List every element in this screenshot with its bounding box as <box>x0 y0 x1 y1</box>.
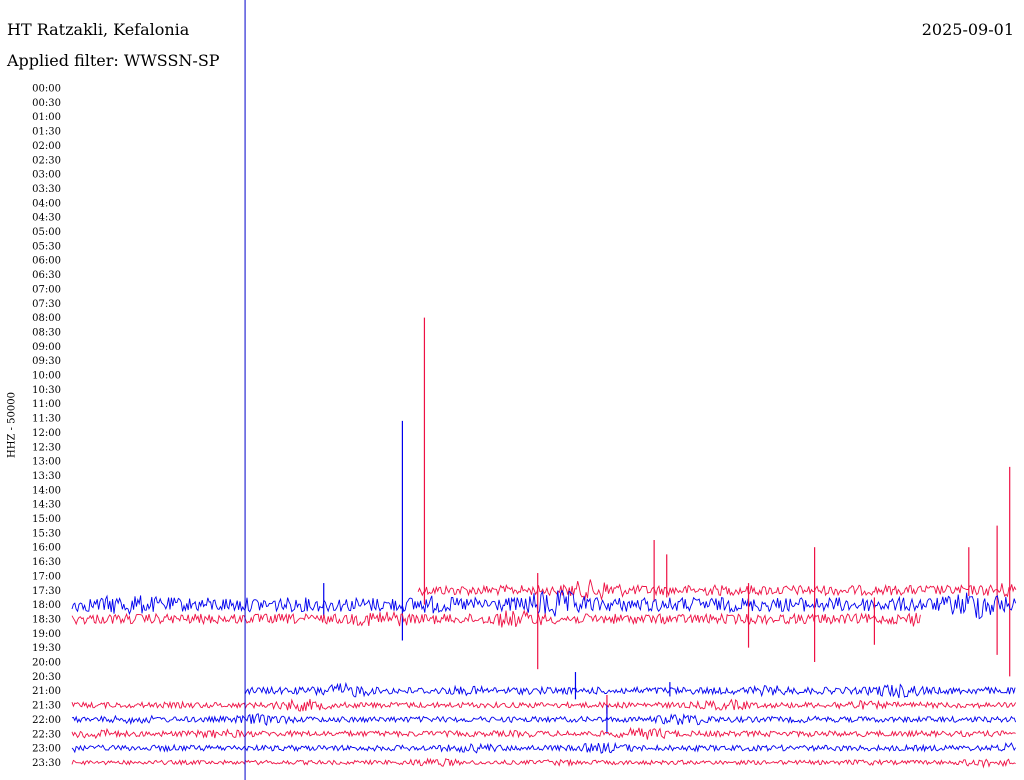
row-tick-label: 09:00 <box>32 342 61 353</box>
row-tick-label: 05:00 <box>32 227 61 238</box>
trace-1730 <box>417 579 1017 601</box>
row-tick-label: 08:00 <box>32 313 61 324</box>
trace-2200 <box>71 713 1017 726</box>
row-tick-label: 20:00 <box>32 658 61 669</box>
station-title: HT Ratzakli, Kefalonia <box>7 20 190 39</box>
row-tick-label: 20:30 <box>32 672 61 683</box>
row-tick-label: 14:00 <box>32 485 61 496</box>
row-tick-label: 00:00 <box>32 84 61 95</box>
row-tick-label: 11:30 <box>32 414 61 425</box>
row-tick-label: 03:00 <box>32 170 61 181</box>
row-tick-label: 04:30 <box>32 213 61 224</box>
row-tick-label: 03:30 <box>32 184 61 195</box>
row-tick-label: 19:00 <box>32 629 61 640</box>
trace-1800 <box>71 589 1017 620</box>
row-tick-label: 04:00 <box>32 198 61 209</box>
row-tick-label: 21:30 <box>32 701 61 712</box>
row-tick-label: 02:30 <box>32 155 61 166</box>
trace-2130 <box>71 698 1016 712</box>
row-tick-label: 17:30 <box>32 586 61 597</box>
row-tick-label: 07:30 <box>32 299 61 310</box>
row-tick-label: 23:30 <box>32 758 61 769</box>
row-tick-label: 15:30 <box>32 528 61 539</box>
row-tick-label: 14:30 <box>32 500 61 511</box>
row-tick-label: 11:00 <box>32 399 61 410</box>
row-tick-label: 12:00 <box>32 428 61 439</box>
trace-2300 <box>71 741 1016 754</box>
row-tick-label: 12:30 <box>32 442 61 453</box>
row-tick-label: 01:30 <box>32 127 61 138</box>
row-tick-label: 17:00 <box>32 571 61 582</box>
trace-1830 <box>71 609 921 628</box>
row-tick-label: 22:30 <box>32 729 61 740</box>
row-tick-label: 16:00 <box>32 543 61 554</box>
row-tick-label: 00:30 <box>32 98 61 109</box>
row-tick-label: 06:30 <box>32 270 61 281</box>
row-tick-label: 10:00 <box>32 371 61 382</box>
row-tick-label: 10:30 <box>32 385 61 396</box>
row-tick-label: 07:00 <box>32 284 61 295</box>
row-tick-label: 01:00 <box>32 112 61 123</box>
row-tick-label: 18:30 <box>32 614 61 625</box>
trace-2230 <box>71 726 1016 740</box>
row-tick-label: 15:00 <box>32 514 61 525</box>
row-tick-label: 09:30 <box>32 356 61 367</box>
date-label: 2025-09-01 <box>921 20 1014 39</box>
row-tick-label: 13:30 <box>32 471 61 482</box>
filter-label: Applied filter: WWSSN-SP <box>7 51 220 70</box>
trace-2330 <box>71 757 1016 769</box>
row-tick-label: 02:00 <box>32 141 61 152</box>
row-tick-label: 23:00 <box>32 744 61 755</box>
row-tick-label: 19:30 <box>32 643 61 654</box>
trace-2100 <box>244 681 1016 699</box>
row-tick-label: 06:00 <box>32 256 61 267</box>
row-tick-label: 16:30 <box>32 557 61 568</box>
row-tick-label: 13:00 <box>32 457 61 468</box>
row-tick-label: 22:00 <box>32 715 61 726</box>
row-tick-label: 18:00 <box>32 600 61 611</box>
row-tick-label: 05:30 <box>32 241 61 252</box>
row-tick-label: 21:00 <box>32 686 61 697</box>
row-tick-label: 08:30 <box>32 327 61 338</box>
